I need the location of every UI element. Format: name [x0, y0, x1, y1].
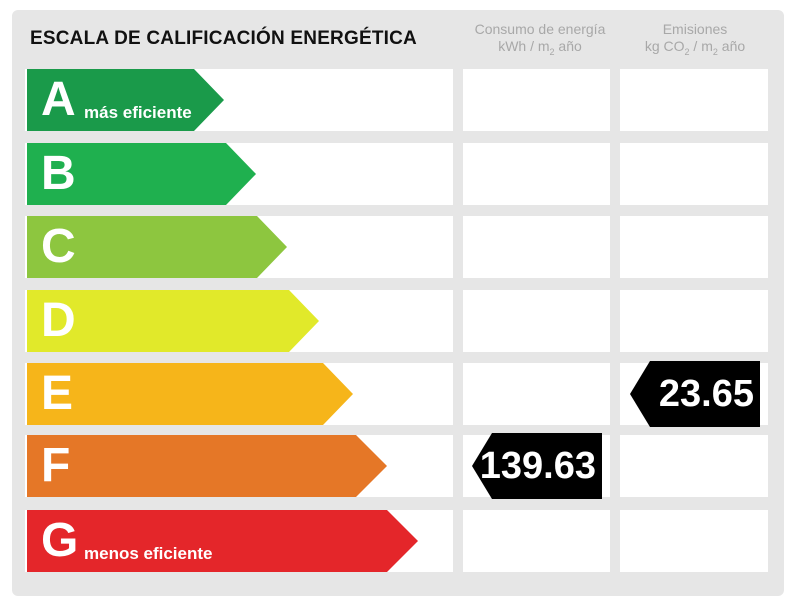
emisiones-value-badge: [630, 361, 760, 427]
page-title: ESCALA DE CALIFICACIÓN ENERGÉTICA: [30, 28, 417, 49]
consumo-cell: [463, 143, 610, 205]
emisiones-cell: [620, 216, 768, 278]
emisiones-value: 23.65: [658, 373, 754, 415]
rating-letter: A: [41, 73, 76, 126]
rating-arrow-c: [27, 216, 289, 278]
rating-letter: E: [41, 367, 74, 420]
emisiones-header-line2: kg CO2 / m2 año: [644, 38, 746, 57]
rating-arrow-f: [27, 435, 389, 497]
rating-arrow-e: [27, 363, 354, 425]
rating-arrow-d: [27, 290, 320, 352]
emisiones-cell: [620, 510, 768, 572]
rating-letter: C: [41, 220, 76, 273]
rating-letter: G: [41, 514, 79, 567]
consumo-column-header: Consumo de energía kWh / m2 año: [463, 21, 617, 61]
emisiones-cell: [620, 290, 768, 352]
rating-letter: F: [41, 439, 71, 492]
rating-sublabel: menos eficiente: [84, 544, 213, 563]
consumo-value-badge: [472, 433, 602, 499]
arrow-shape: [27, 216, 287, 278]
consumo-value: 139.63: [479, 445, 596, 487]
rating-arrow-a: [27, 69, 225, 131]
arrow-shape: [27, 69, 224, 131]
emisiones-header-line1: Emisiones: [662, 21, 728, 37]
arrow-shape: [27, 510, 418, 572]
rating-sublabel: más eficiente: [84, 103, 192, 122]
emisiones-cell: [620, 435, 768, 497]
consumo-cell: [463, 363, 610, 425]
arrow-shape: [27, 363, 353, 425]
arrow-shape: [27, 435, 387, 497]
rating-arrow-g: [27, 510, 420, 572]
emisiones-column-header: Emisiones kg CO2 / m2 año: [620, 21, 770, 61]
consumo-cell: [463, 510, 610, 572]
consumo-header-line2: kWh / m2 año: [498, 38, 582, 57]
rating-letter: D: [41, 294, 76, 347]
arrow-shape: [27, 290, 319, 352]
emisiones-cell: [620, 143, 768, 205]
consumo-cell: [463, 290, 610, 352]
consumo-header-line1: Consumo de energía: [474, 21, 606, 37]
consumo-cell: [463, 216, 610, 278]
emisiones-cell: [620, 69, 768, 131]
rating-letter: B: [41, 147, 76, 200]
consumo-cell: [463, 69, 610, 131]
rating-arrow-b: [27, 143, 258, 205]
arrow-shape: [27, 143, 256, 205]
